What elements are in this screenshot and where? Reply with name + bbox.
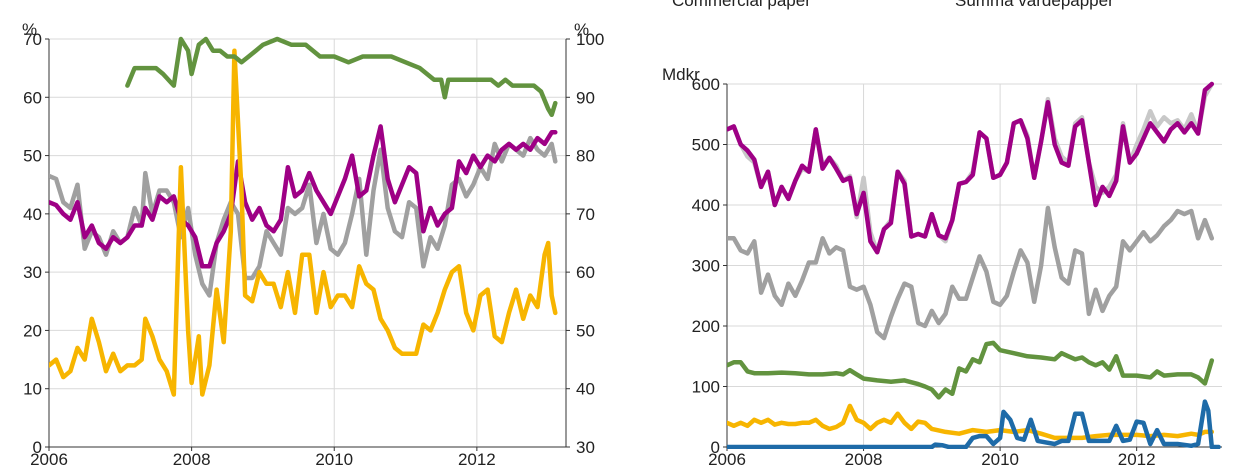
y-tick-label: 30 (23, 263, 42, 282)
x-tick-label: 2010 (981, 450, 1019, 467)
y-tick-label: 40 (23, 205, 42, 224)
y-tick-label: 0 (711, 438, 720, 457)
y-tick-label: 100 (692, 378, 720, 397)
y-axis-right-unit: % (574, 20, 589, 39)
x-tick-label: 2008 (173, 450, 211, 467)
y-tick-label: 60 (23, 88, 42, 107)
x-tick-label: 2006 (30, 450, 68, 467)
x-tick-label: 2010 (315, 450, 353, 467)
y-right-tick-label: 40 (576, 380, 595, 399)
y-tick-label: 0 (33, 438, 42, 457)
legend: Commercial paper Summa värdepapper (672, 0, 1114, 10)
y-tick-label: 50 (23, 147, 42, 166)
y-right-tick-label: 80 (576, 147, 595, 166)
y-tick-label: 200 (692, 317, 720, 336)
y-right-tick-label: 100 (576, 30, 604, 49)
x-tick-label: 2012 (1118, 450, 1156, 467)
y-tick-label: 70 (23, 30, 42, 49)
y-tick-label: 400 (692, 196, 720, 215)
series-group (727, 81, 1221, 449)
y-right-tick-label: 90 (576, 88, 595, 107)
series-line-2 (727, 205, 1215, 341)
y-tick-label: 600 (692, 75, 720, 94)
y-right-tick-label: 60 (576, 263, 595, 282)
y-tick-label: 300 (692, 257, 720, 276)
x-tick-label: 2012 (458, 450, 496, 467)
series-line-3 (727, 340, 1215, 400)
series-line-3 (125, 36, 558, 118)
y-tick-label: 10 (23, 380, 42, 399)
y-right-tick-label: 50 (576, 321, 595, 340)
series-line-5 (727, 399, 1221, 449)
y-axis-unit: % (22, 20, 37, 39)
series-line-0 (49, 135, 558, 298)
y-axis-unit: Mdkr (662, 65, 700, 84)
y-right-tick-label: 30 (576, 438, 595, 457)
x-tick-label: 2008 (845, 450, 883, 467)
y-tick-label: 500 (692, 136, 720, 155)
legend-item-summa-vardepapper: Summa värdepapper (955, 0, 1114, 10)
series-line-1 (727, 81, 1215, 255)
left-chart: 0 10 20 30 40 50 60 70% 30 40 50 60 70 80 90 100% 2006 20… (22, 20, 604, 467)
y-tick-label: 20 (23, 321, 42, 340)
legend-item-commercial-paper: Commercial paper (672, 0, 811, 10)
series-line-2 (49, 48, 558, 397)
y-right-tick-label: 70 (576, 205, 595, 224)
series-group (49, 36, 558, 397)
x-tick-label: 2006 (708, 450, 746, 467)
series-line-1 (49, 124, 558, 269)
